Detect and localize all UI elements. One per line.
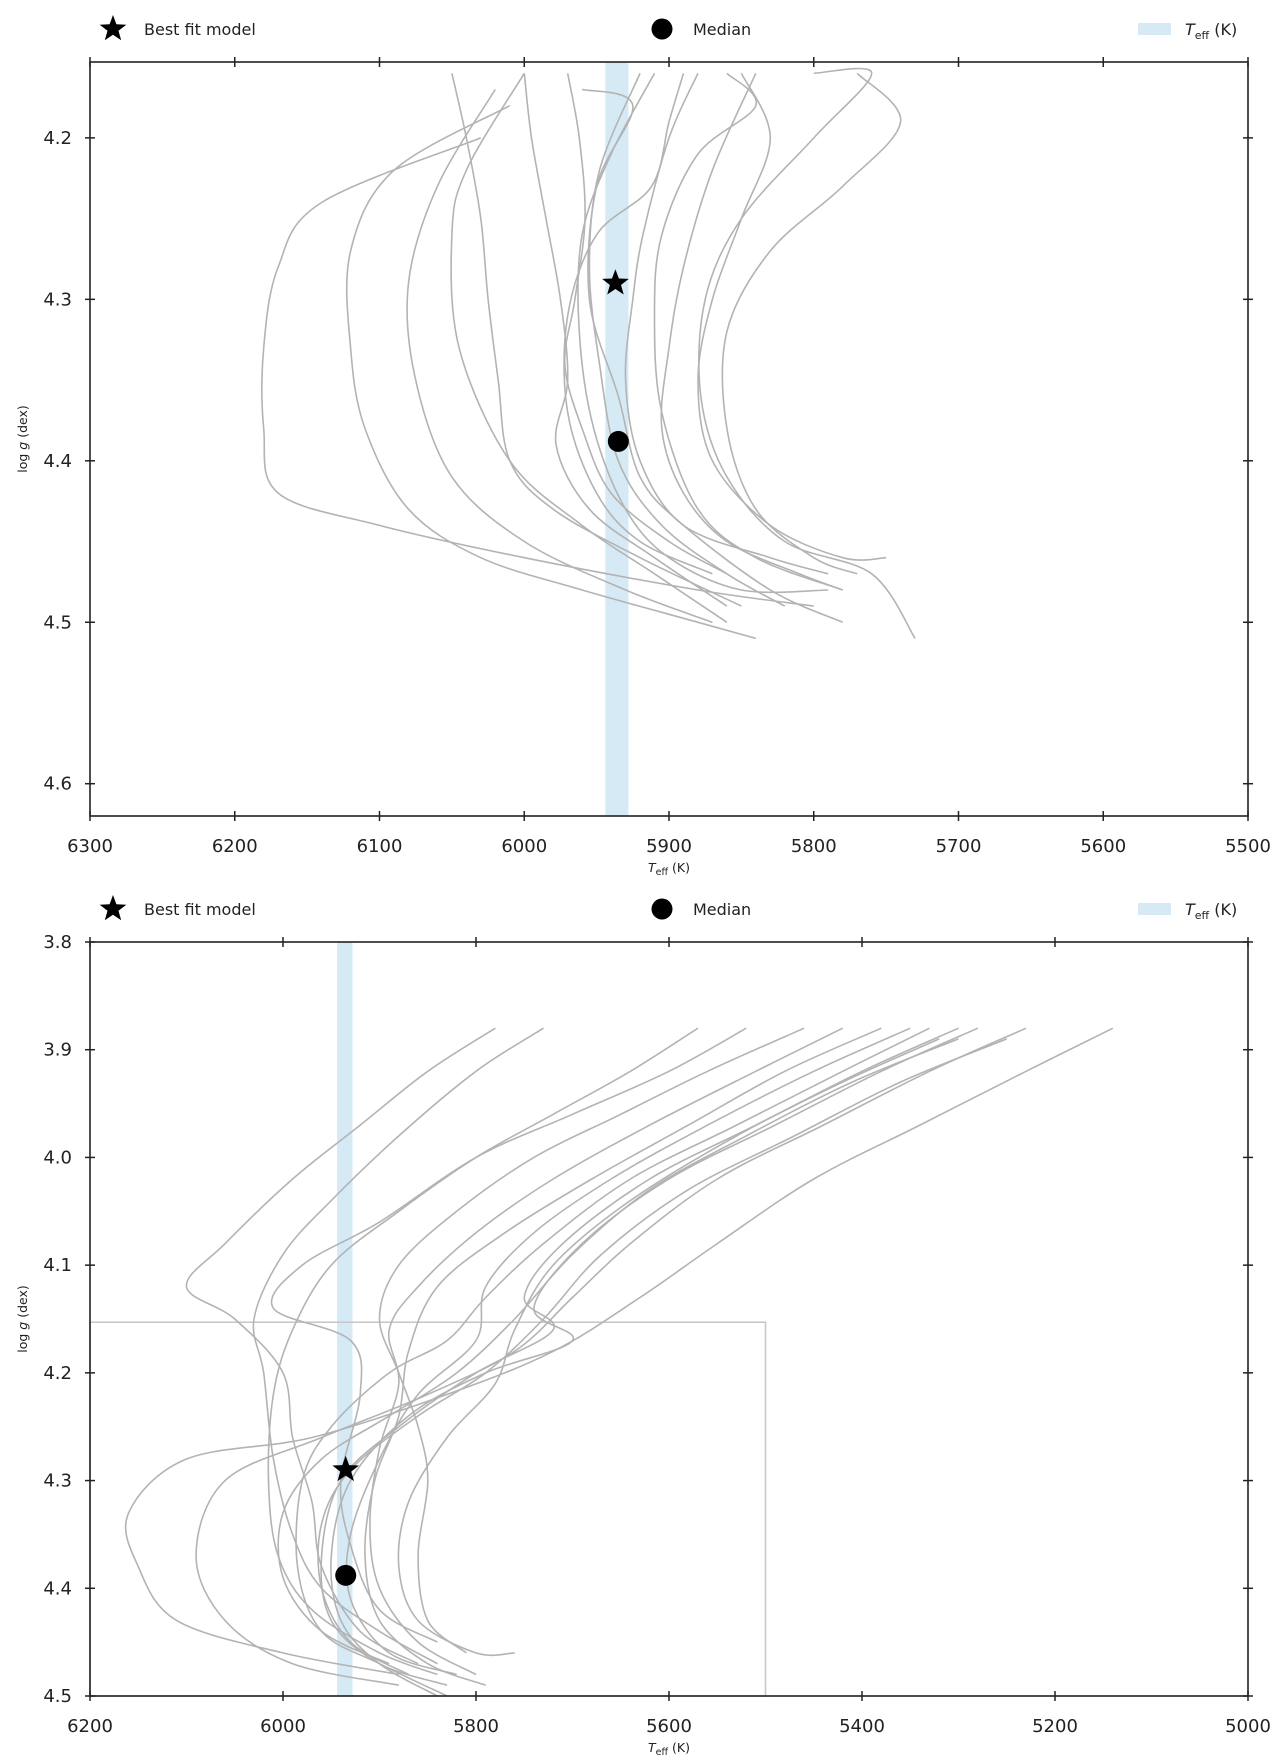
x-tick-label: 5400 (839, 1716, 885, 1737)
plot-frame (89, 941, 1249, 1697)
evolution-track-6 (624, 72, 829, 575)
legend-teff-label: Teff (K) (1185, 900, 1237, 922)
evolution-track-9 (406, 88, 713, 624)
median-dot-marker (607, 430, 629, 452)
evolution-track-17 (577, 72, 829, 594)
evolution-track-15 (697, 72, 887, 561)
legend-teff-label: Teff (K) (1185, 20, 1237, 42)
y-tick-label: 4.5 (43, 1686, 72, 1707)
best-fit-star-marker (602, 269, 629, 295)
x-tick-label: 5500 (1225, 836, 1271, 857)
y-tick-label: 4.6 (43, 774, 72, 795)
axes: 6200 6000 5800 5600 5400 5200 5000 3.8 3.9 4.0 4.1… (43, 932, 1271, 1737)
evolution-track-14 (698, 67, 916, 639)
evolution-track-14 (277, 1038, 959, 1665)
y-axis-title: log g (dex) (15, 405, 30, 473)
y-tick-label: 3.8 (43, 932, 72, 953)
legend-star-icon (99, 15, 127, 41)
evolution-track-3 (451, 73, 742, 607)
x-tick-label: 6200 (212, 836, 258, 857)
y-tick-label: 4.5 (43, 612, 72, 633)
legend: Best fit model Median Teff (K) (99, 15, 1237, 42)
legend-best-fit-label: Best fit model (144, 900, 256, 919)
evolution-track-5 (581, 88, 844, 624)
evolution-track-16 (397, 1038, 940, 1657)
evolution-track-7 (364, 1027, 882, 1686)
chart-panel-top: Best fit model Median Teff (K) 6300 6200 6100… (15, 15, 1271, 878)
y-tick-label: 4.2 (43, 128, 72, 149)
legend-best-fit-label: Best fit model (144, 20, 256, 39)
axes: 6300 6200 6100 6000 5900 5800 5700 5600 5500 4.2 4… (43, 57, 1271, 857)
y-tick-label: 4.2 (43, 1363, 72, 1384)
legend-median-label: Median (693, 900, 751, 919)
evolution-track-8 (345, 1027, 911, 1676)
evolution-track-9 (295, 1027, 930, 1696)
y-tick-label: 4.3 (43, 289, 72, 310)
x-tick-label: 5900 (646, 836, 692, 857)
legend-teff-band-swatch (1138, 23, 1171, 35)
evolution-track-11 (330, 1027, 979, 1696)
chart-bottom: Best fit model Median Teff (K) 6200 6000 5800… (15, 895, 1271, 1758)
evolution-track-4 (270, 1027, 747, 1643)
x-tick-label: 5600 (646, 1716, 692, 1737)
evolution-track-12 (195, 1027, 1027, 1686)
legend-median-dot-icon (651, 898, 673, 920)
x-tick-label: 6000 (260, 1716, 306, 1737)
evolution-tracks (124, 1027, 1114, 1696)
y-tick-label: 4.1 (43, 1255, 72, 1276)
evolution-track-3 (267, 1027, 699, 1676)
x-tick-label: 6300 (67, 836, 113, 857)
evolution-track-10 (345, 104, 757, 640)
chart-panel-bottom: Best fit model Median Teff (K) 6200 6000 5800… (0, 880, 1280, 1760)
y-tick-label: 4.0 (43, 1147, 72, 1168)
evolution-tracks (261, 67, 916, 640)
x-tick-label: 5200 (1032, 1716, 1078, 1737)
evolution-track-15 (317, 1038, 1008, 1676)
x-tick-label: 5600 (1080, 836, 1126, 857)
x-tick-label: 5800 (791, 836, 837, 857)
x-tick-label: 5000 (1225, 1716, 1271, 1737)
y-tick-label: 3.9 (43, 1040, 72, 1061)
evolution-track-4 (450, 72, 728, 623)
evolution-track-5 (378, 1027, 805, 1654)
evolution-track-13 (653, 72, 843, 591)
evolution-track-13 (124, 1027, 1114, 1676)
evolution-track-8 (588, 72, 786, 607)
legend-median-label: Median (693, 20, 751, 39)
y-axis-title: log g (dex) (15, 1285, 30, 1353)
x-axis-title: Teff (K) (648, 1740, 690, 1758)
legend-teff-band-swatch (1138, 903, 1171, 915)
evolution-track-12 (563, 73, 713, 575)
evolution-track-16 (721, 72, 902, 575)
legend: Best fit model Median Teff (K) (99, 895, 1237, 922)
x-tick-label: 5800 (453, 1716, 499, 1737)
zoom-inset-box (89, 1321, 767, 1697)
x-tick-label: 6000 (501, 836, 547, 857)
y-tick-label: 4.3 (43, 1471, 72, 1492)
best-fit-star-marker (332, 1455, 359, 1482)
y-tick-label: 4.4 (43, 1578, 72, 1599)
chart-top: Best fit model Median Teff (K) 6300 6200 6100… (15, 15, 1271, 878)
evolution-track-6 (369, 1027, 844, 1676)
y-tick-label: 4.4 (43, 451, 72, 472)
evolution-track-2 (523, 73, 728, 607)
legend-median-dot-icon (651, 18, 673, 40)
x-tick-label: 6200 (67, 1716, 113, 1737)
x-tick-label: 6100 (357, 836, 403, 857)
evolution-track-2 (252, 1027, 544, 1665)
x-axis-title: Teff (K) (648, 860, 690, 878)
x-tick-label: 5700 (936, 836, 982, 857)
median-dot-marker (335, 1564, 357, 1586)
legend-star-icon (99, 895, 127, 921)
evolution-track-11 (261, 137, 814, 607)
